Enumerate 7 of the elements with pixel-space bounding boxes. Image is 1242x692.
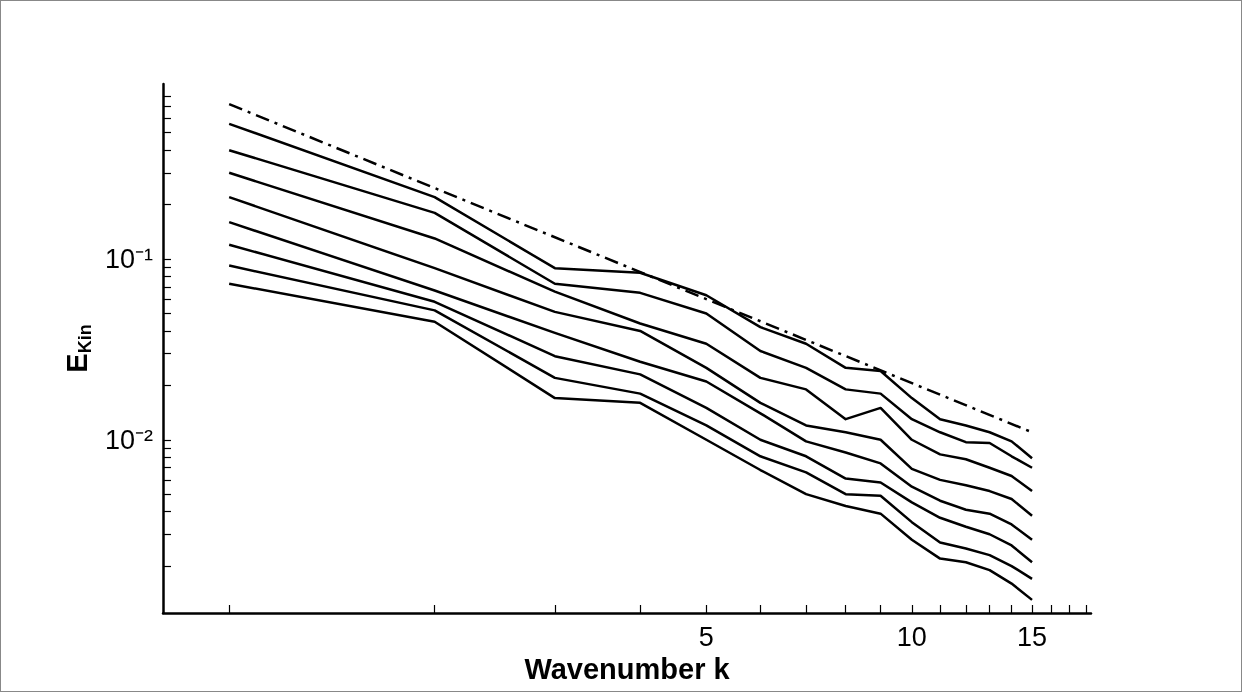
x-tick-label: 10 bbox=[896, 621, 927, 652]
x-axis-title: Wavenumber k bbox=[524, 653, 731, 686]
x-tick-label: 15 bbox=[1017, 621, 1048, 652]
x-tick-label: 5 bbox=[698, 621, 714, 652]
y-axis-title: EKin bbox=[61, 324, 96, 373]
y-tick-label: 10⁻² bbox=[104, 424, 153, 455]
y-tick-label: 10⁻¹ bbox=[104, 244, 153, 275]
